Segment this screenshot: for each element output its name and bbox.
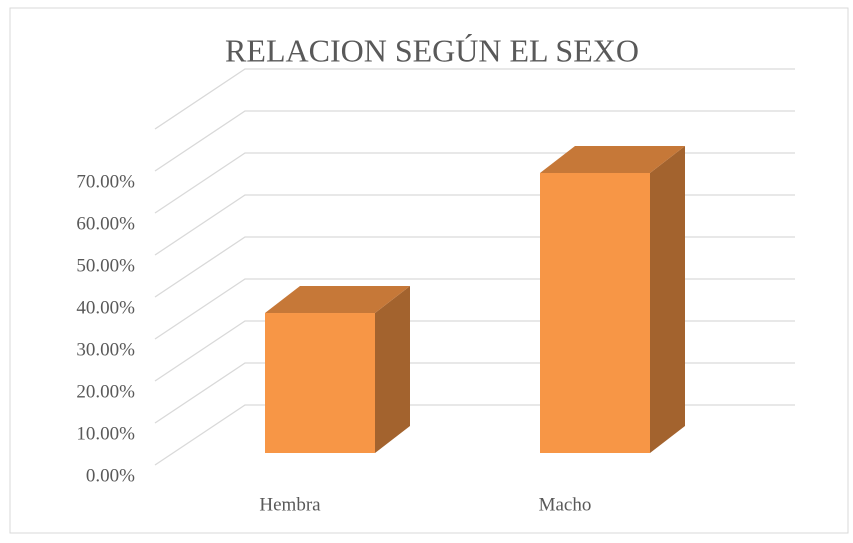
y-tick-label: 20.00% <box>76 381 135 402</box>
y-tick-label: 60.00% <box>76 213 135 234</box>
bar <box>265 313 375 453</box>
x-tick-label: Macho <box>539 494 592 515</box>
y-tick-label: 70.00% <box>76 171 135 192</box>
y-tick-label: 10.00% <box>76 423 135 444</box>
bar-side <box>650 145 685 453</box>
chart-frame <box>9 7 849 534</box>
y-tick-label: 50.00% <box>76 255 135 276</box>
y-tick-label: 0.00% <box>86 465 135 486</box>
bar <box>540 172 650 453</box>
bar-side <box>375 286 410 453</box>
x-tick-label: Hembra <box>259 494 321 515</box>
bar-top <box>265 286 410 314</box>
y-tick-label: 30.00% <box>76 339 135 360</box>
grid-line <box>154 68 795 130</box>
y-tick-label: 40.00% <box>76 297 135 318</box>
grid-line <box>154 110 795 172</box>
bar-top <box>540 145 685 173</box>
chart-title: RELACION SEGÚN EL SEXO <box>225 32 639 68</box>
